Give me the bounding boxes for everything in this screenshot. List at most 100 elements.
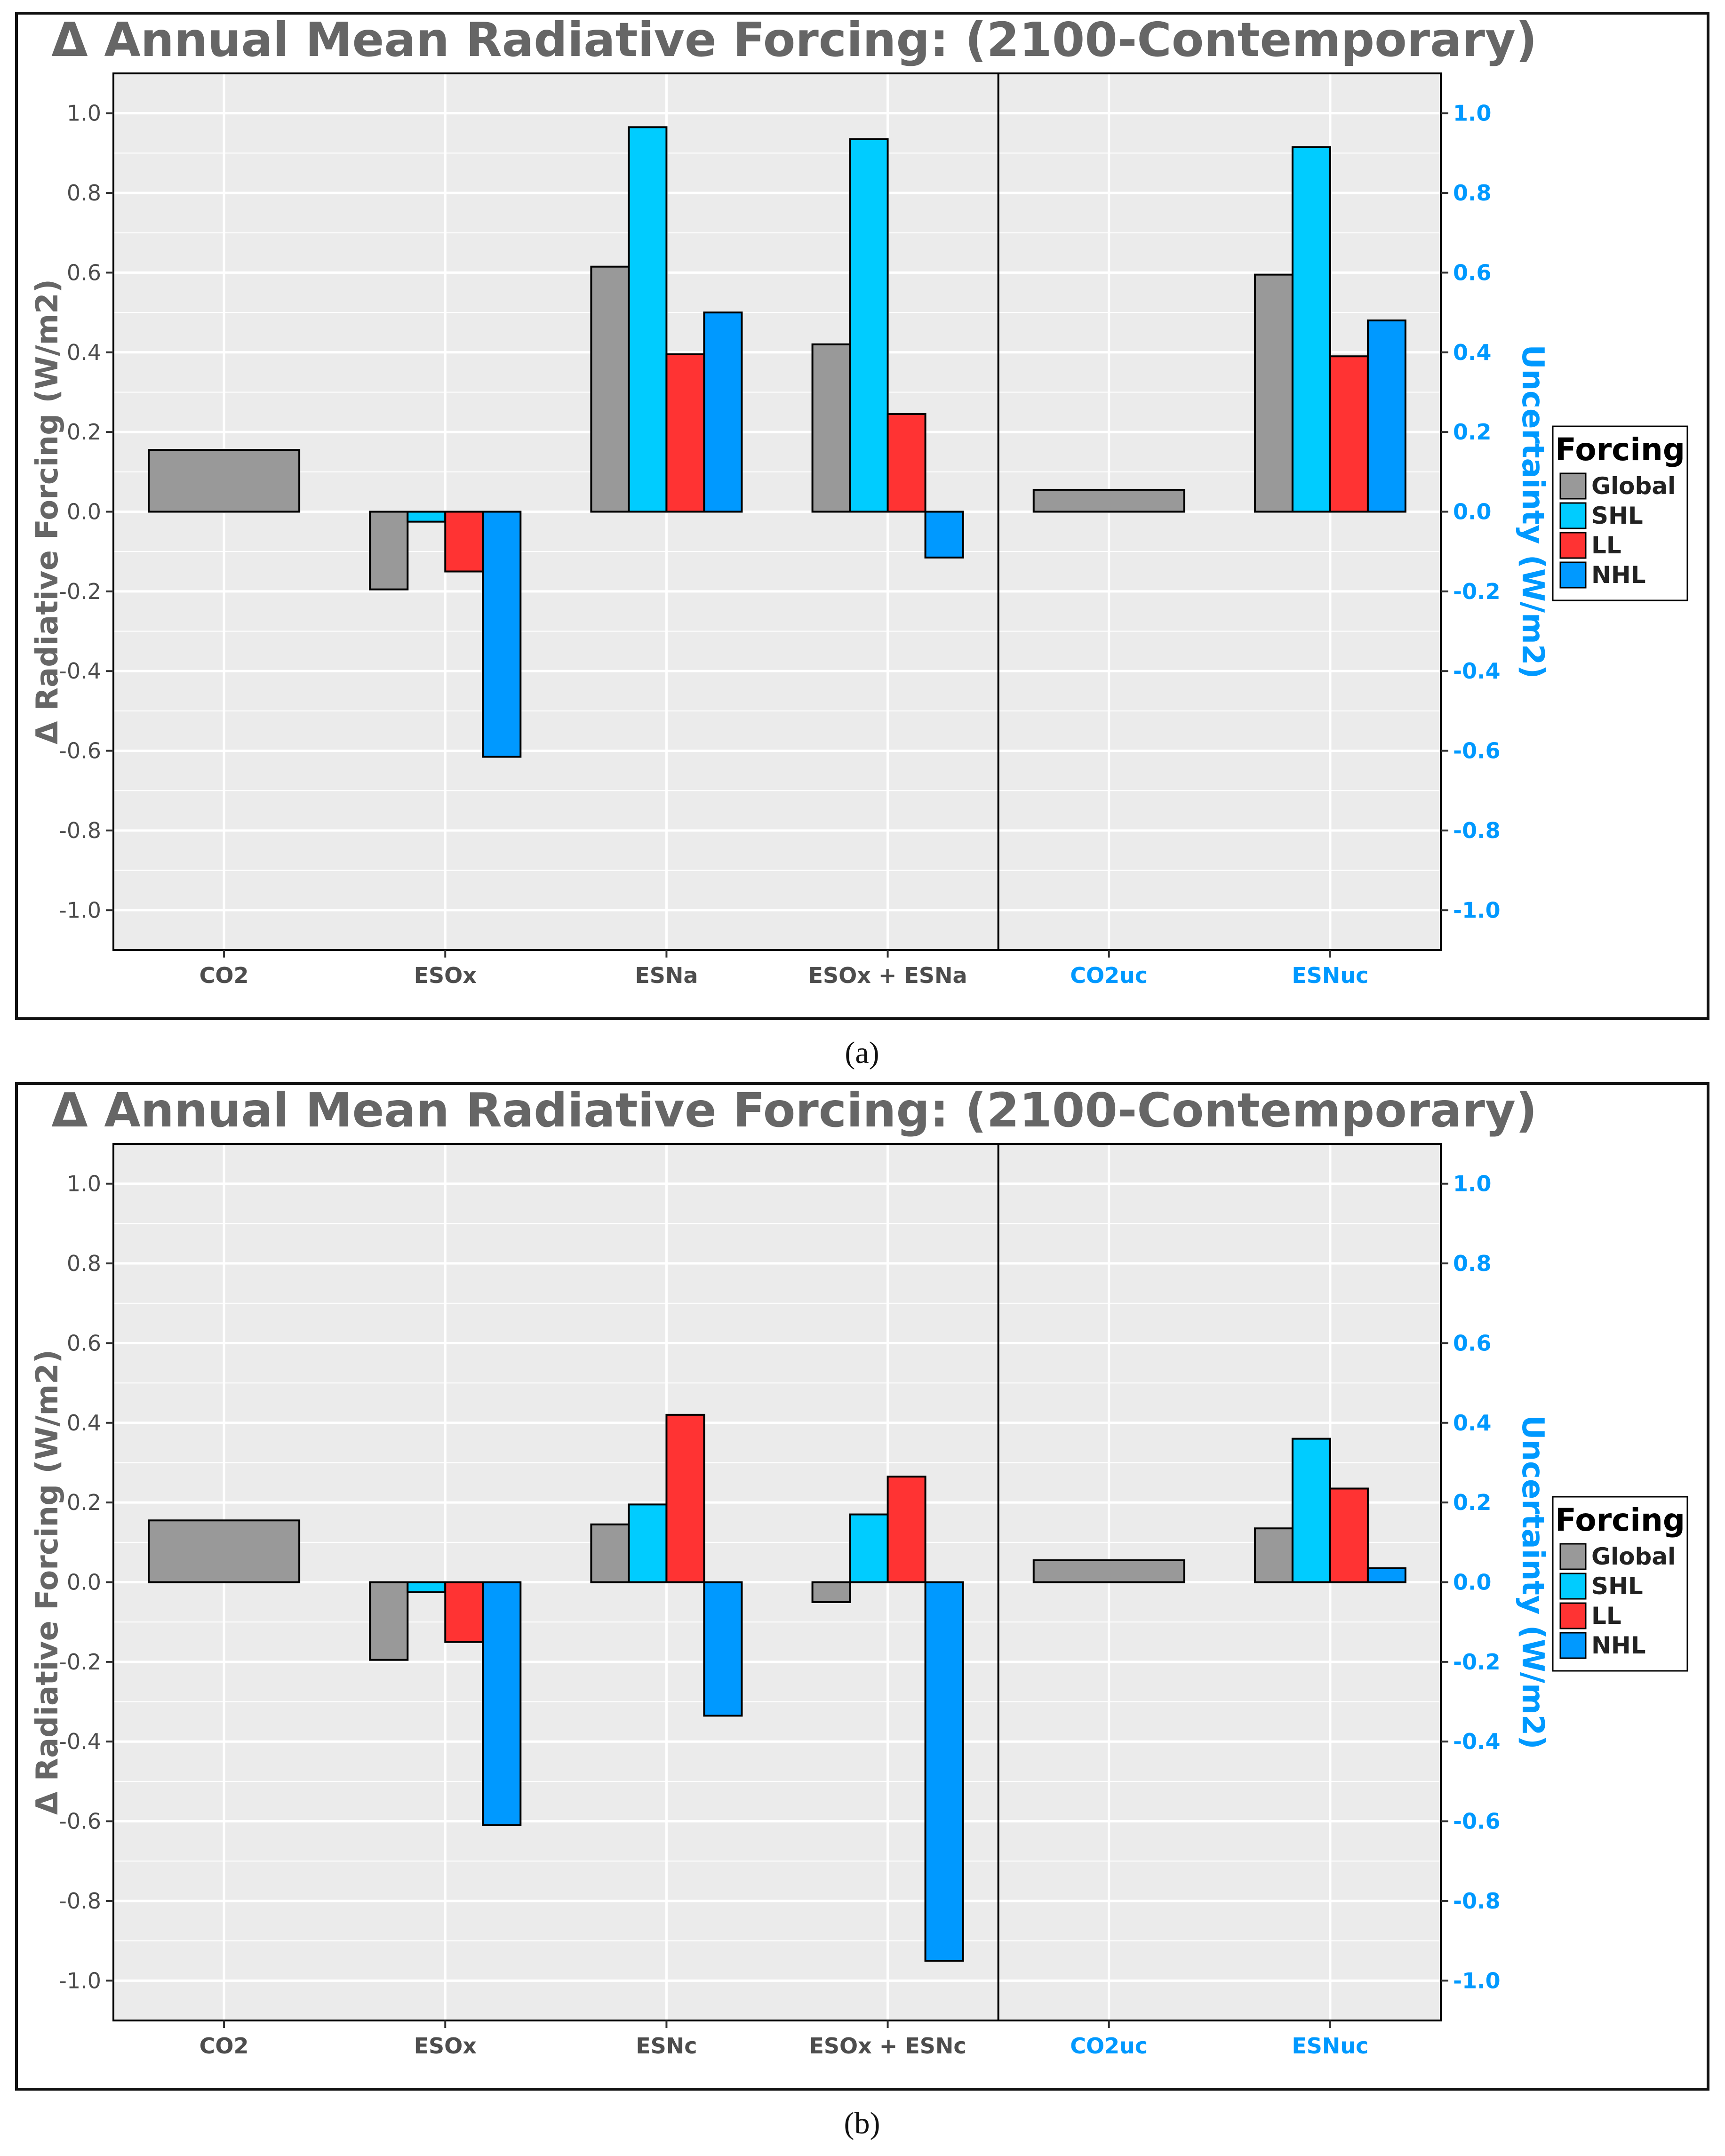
y-tick-label: -0.2 [59,1649,101,1675]
y2-tick-label: 0.2 [1453,1490,1492,1515]
bar-shl-esnuc [1291,146,1331,513]
bar-ll-esnc [665,1413,705,1583]
bar-shl-esna [628,126,668,513]
y2-tick-label: -0.6 [1453,738,1501,764]
legend-label-nhl: NHL [1591,561,1646,589]
y2-tick-label: 0.0 [1453,499,1492,525]
y-tick-label: 0.4 [67,1410,101,1436]
bar-global-esox [369,511,409,591]
bar-shl-esox-esna [849,138,889,513]
x-tick-label: CO2uc [1070,963,1148,988]
y2-tick-label: 0.2 [1453,419,1492,445]
y2-tick-label: -0.8 [1453,818,1501,843]
y2-tick-label: 0.6 [1453,1330,1492,1356]
legend-swatch-nhl [1559,561,1587,589]
legend-swatch-global [1559,472,1587,500]
y2-tick-label: -0.8 [1453,1888,1501,1914]
y-tick-label: -0.4 [59,1729,101,1754]
y-tick-label: 0.8 [67,1251,101,1276]
y-tick-label: -0.4 [59,658,101,684]
y2-tick-label: -0.4 [1453,1729,1501,1754]
y2-tick-label: -0.2 [1453,1649,1501,1675]
bar-global-esox-esna [811,343,851,513]
legend-title: Forcing [1555,431,1685,468]
x-tick-label: ESOx [414,963,477,988]
x-tick-label: CO2 [200,963,249,988]
bar-global-esox-esnc [811,1581,851,1603]
bar-nhl-esox [482,1581,522,1827]
bar-nhl-esnuc [1366,1567,1406,1583]
bar-global-co2 [148,1519,301,1583]
bar-shl-esox [407,1581,447,1593]
y2-tick-label: 0.4 [1453,1410,1492,1436]
y-tick-label: 0.6 [67,1330,101,1356]
y-tick-label: -1.0 [59,897,101,923]
x-tick-label: ESOx + ESNc [809,2033,966,2059]
bar-global-esnc [590,1523,630,1583]
legend-swatch-shl [1559,502,1587,529]
legend-title: Forcing [1555,1502,1685,1538]
y-tick-label: -0.6 [59,1809,101,1834]
legend-swatch-nhl [1559,1632,1587,1659]
legend-label-global: Global [1591,472,1676,500]
y-tick-label: 0.2 [67,419,101,445]
panel-a-label: (a) [845,1036,879,1070]
legend-swatch-global [1559,1543,1587,1570]
x-tick-label: ESNuc [1292,2033,1368,2059]
y-tick-label: 1.0 [67,1171,101,1197]
bar-ll-esnuc [1329,1487,1369,1583]
legend-label-shl: SHL [1591,502,1643,529]
bar-global-esnuc [1254,273,1294,513]
y2-tick-label: -0.2 [1453,579,1501,604]
panel-b-frame: 1.0 1.0 0.8 0.8 0.6 0.6 0.4 0.4 0.2 0.2 0.0 0.0 -0.2… [15,1082,1709,2091]
bar-shl-esnc [628,1503,668,1583]
y-axis-title: Δ Radiative Forcing (W/m2) [30,1349,65,1815]
y2-tick-label: 0.8 [1453,1251,1492,1276]
x-tick-label: ESOx [414,2033,477,2059]
x-tick-label: ESNa [635,963,698,988]
y2-tick-label: -1.0 [1453,1968,1501,1993]
legend-label-nhl: NHL [1591,1632,1646,1659]
chart-title: Δ Annual Mean Radiative Forcing: (2100-C… [51,15,1537,67]
bar-ll-esnuc [1329,355,1369,513]
y-tick-label: -0.8 [59,818,101,843]
legend-swatch-ll [1559,1602,1587,1629]
bar-nhl-esnc [703,1581,743,1717]
legend-swatch-shl [1559,1573,1587,1600]
y-tick-label: -0.6 [59,738,101,764]
bar-shl-esox-esnc [849,1513,889,1583]
legend-label-global: Global [1591,1543,1676,1570]
y2-axis-title: Uncertainty (W/m2) [1515,345,1550,679]
chart-a: 1.0 1.0 0.8 0.8 0.6 0.6 0.4 0.4 0.2 0.2 0.0 0.0 -0.2… [30,15,1688,988]
y-tick-label: 0.0 [67,499,101,525]
bar-shl-esnuc [1291,1437,1331,1583]
y2-tick-label: 0.0 [1453,1570,1492,1595]
x-tick-label: ESOx + ESNa [808,963,967,988]
chart-b: 1.0 1.0 0.8 0.8 0.6 0.6 0.4 0.4 0.2 0.2 0.0 0.0 -0.2… [30,1085,1688,2059]
bar-global-co2uc [1032,488,1185,513]
y2-tick-label: -0.6 [1453,1809,1501,1834]
y2-axis-title: Uncertainty (W/m2) [1515,1415,1550,1749]
y-tick-label: 0.8 [67,180,101,206]
y-tick-label: -0.2 [59,579,101,604]
legend-label-ll: LL [1591,1602,1621,1629]
y2-tick-label: 0.6 [1453,260,1492,285]
bar-nhl-esnuc [1366,319,1406,513]
bar-ll-esox-esnc [886,1476,926,1583]
y2-tick-label: -0.4 [1453,658,1501,684]
y-tick-label: 0.4 [67,340,101,365]
y-tick-label: 0.2 [67,1490,101,1515]
bar-ll-esox [444,1581,484,1643]
panel-b-label: (b) [844,2106,880,2140]
bar-nhl-esox-esnc [924,1581,964,1962]
bar-ll-esna [665,353,705,513]
y2-tick-label: 1.0 [1453,101,1492,126]
y-tick-label: -1.0 [59,1968,101,1993]
y-axis-title: Δ Radiative Forcing (W/m2) [30,279,65,744]
bar-ll-esox [444,511,484,573]
y-tick-label: 0.6 [67,260,101,285]
y-tick-label: -0.8 [59,1888,101,1914]
bar-ll-esox-esna [886,413,926,513]
legend-swatch-ll [1559,532,1587,559]
chart-title: Δ Annual Mean Radiative Forcing: (2100-C… [51,1085,1537,1138]
